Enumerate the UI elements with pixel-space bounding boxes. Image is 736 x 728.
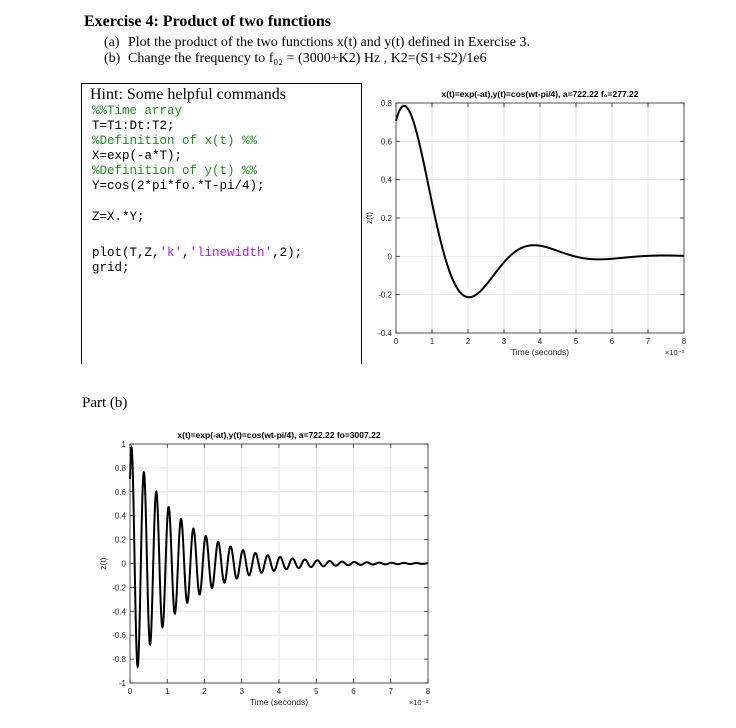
code-string: 'linewidth' — [189, 246, 273, 260]
part-b-label: Part (b) — [82, 395, 128, 411]
y-tick-label: 0.4 — [381, 176, 393, 185]
y-tick-label: -0.2 — [112, 583, 126, 592]
item-text: Plot the product of the two functions x(… — [128, 35, 531, 50]
y-tick-label: 0.4 — [115, 512, 127, 521]
x-tick-label: 6 — [351, 687, 356, 696]
x-tick-label: 1 — [165, 687, 170, 696]
x-exponent-label: ×10⁻³ — [409, 698, 429, 707]
code-line: grid; — [92, 261, 130, 275]
code-line: %%Time array — [92, 104, 183, 118]
y-axis-label: z(t) — [98, 557, 108, 569]
x-tick-label: 7 — [389, 687, 394, 696]
x-tick-label: 4 — [277, 687, 282, 696]
y-tick-label: -0.6 — [112, 631, 126, 640]
x-tick-label: 6 — [610, 337, 615, 346]
x-tick-label: 2 — [466, 337, 471, 346]
y-tick-label: -0.8 — [112, 655, 126, 664]
y-tick-label: 0 — [122, 560, 127, 569]
code-line: %Definition of x(t) %% — [92, 134, 258, 148]
x-tick-label: 0 — [394, 337, 399, 346]
y-tick-label: 0.8 — [115, 464, 127, 473]
item-label: (a) — [104, 35, 120, 50]
x-tick-label: 3 — [502, 337, 507, 346]
code-line: T=T1:Dt:T2; — [92, 119, 175, 133]
x-axis-label: Time (seconds) — [250, 697, 308, 707]
y-tick-label: -0.4 — [112, 607, 126, 616]
x-tick-label: 3 — [240, 687, 245, 696]
chart-title: x(t)=exp(-at),y(t)=cos(wt-pi/4), a=722.2… — [441, 89, 638, 99]
y-tick-label: 0.6 — [115, 488, 127, 497]
y-tick-label: 0 — [388, 252, 393, 261]
item-text: Change the frequency to f₀₂ = (3000+K2) … — [128, 51, 487, 66]
code-text: , — [182, 246, 190, 260]
y-axis-label: z(t) — [364, 212, 374, 224]
series-line — [395, 104, 685, 299]
x-tick-label: 5 — [314, 687, 319, 696]
exercise-item-a: (a) Plot the product of the two functions… — [104, 35, 530, 51]
code-line: plot(T,Z,'k','linewidth',2); — [92, 246, 302, 260]
y-tick-label: 1 — [122, 440, 127, 449]
y-tick-label: 0.6 — [381, 137, 393, 146]
exercise-title: Exercise 4: Product of two functions — [84, 13, 331, 30]
hint-box — [81, 83, 362, 364]
item-label: (b) — [104, 51, 121, 66]
y-tick-label: -0.4 — [378, 329, 392, 338]
y-tick-label: -0.2 — [378, 291, 392, 300]
x-tick-label: 5 — [574, 337, 579, 346]
x-tick-label: 1 — [430, 337, 435, 346]
code-text: plot(T,Z, — [92, 246, 160, 260]
code-string: 'k' — [159, 246, 183, 260]
code-line: X=exp(-a*T); — [92, 149, 183, 163]
x-axis-label: Time (seconds) — [511, 347, 569, 357]
code-line: %Definition of y(t) %% — [92, 164, 258, 178]
x-tick-label: 0 — [128, 687, 133, 696]
x-tick-label: 7 — [646, 337, 651, 346]
code-line: Z=X.*Y; — [92, 210, 145, 224]
x-tick-label: 8 — [682, 337, 687, 346]
x-tick-label: 4 — [538, 337, 543, 346]
y-tick-label: 0.2 — [381, 214, 393, 223]
x-tick-label: 2 — [202, 687, 207, 696]
y-tick-label: 0.8 — [381, 99, 393, 108]
y-tick-label: 0.2 — [115, 536, 127, 545]
hint-title: Hint: Some helpful commands — [90, 86, 286, 103]
series-line — [129, 444, 429, 669]
code-line: Y=cos(2*pi*fo.*T-pi/4); — [92, 179, 265, 193]
x-tick-label: 8 — [426, 687, 431, 696]
chart-title: x(t)=exp(-at),y(t)=cos(wt-pi/4), a=722.2… — [177, 430, 380, 440]
y-tick-label: -1 — [119, 679, 127, 688]
code-text: ,2); — [272, 246, 303, 260]
x-exponent-label: ×10⁻³ — [665, 348, 685, 357]
exercise-item-b: (b) Change the frequency to f₀₂ = (3000+K… — [104, 51, 487, 67]
